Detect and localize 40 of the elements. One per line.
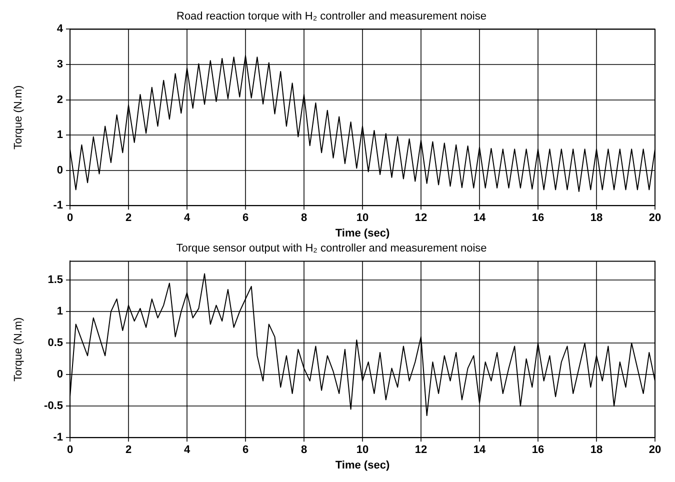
y-tick-label: 1.5	[48, 274, 63, 286]
y-tick-label: 4	[56, 23, 64, 36]
x-tick-label: 16	[532, 444, 544, 456]
y-tick-label: -0.5	[44, 400, 63, 412]
x-axis-title: Time (sec)	[335, 459, 390, 472]
x-tick-label: 0	[66, 212, 74, 224]
x-tick-label: 10	[356, 212, 369, 224]
x-tick-label: 8	[300, 444, 308, 456]
x-tick-label: 14	[473, 212, 486, 224]
x-tick-label: 18	[590, 212, 603, 224]
y-axis-title: Torque (N.m)	[12, 317, 25, 382]
x-tick-label: 16	[532, 212, 544, 224]
y-tick-label: 3	[56, 58, 63, 71]
x-tick-label: 2	[125, 444, 132, 456]
y-axis-title: Torque (N.m)	[12, 85, 25, 150]
x-tick-label: 12	[414, 212, 428, 224]
x-tick-label: 10	[356, 444, 369, 456]
x-tick-label: 18	[590, 444, 603, 456]
x-tick-label: 14	[473, 444, 486, 456]
chart-title: Road reaction torque with H₂ controller and measurement noise	[176, 10, 486, 23]
x-tick-label: 6	[242, 444, 249, 456]
y-tick-label: 2	[56, 94, 63, 106]
x-axis-title: Time (sec)	[335, 227, 390, 240]
y-tick-label: 0.5	[48, 337, 63, 350]
y-tick-label: 1	[56, 306, 63, 318]
x-tick-label: 20	[648, 444, 662, 456]
y-tick-label: 0	[56, 164, 63, 176]
x-tick-label: 4	[184, 212, 191, 224]
y-tick-label: -1	[53, 200, 63, 212]
x-tick-label: 0	[66, 444, 74, 456]
x-tick-label: 20	[648, 212, 662, 224]
y-tick-label: -1	[53, 432, 63, 444]
chart-title: Torque sensor output with H₂ controller and measurement noise	[176, 242, 487, 255]
y-tick-label: 1	[56, 129, 63, 142]
x-tick-label: 12	[414, 444, 428, 456]
x-tick-label: 4	[184, 444, 191, 456]
x-tick-label: 2	[125, 212, 132, 224]
x-tick-label: 6	[242, 212, 249, 224]
x-tick-label: 8	[300, 212, 308, 224]
y-tick-label: 0	[56, 368, 63, 381]
